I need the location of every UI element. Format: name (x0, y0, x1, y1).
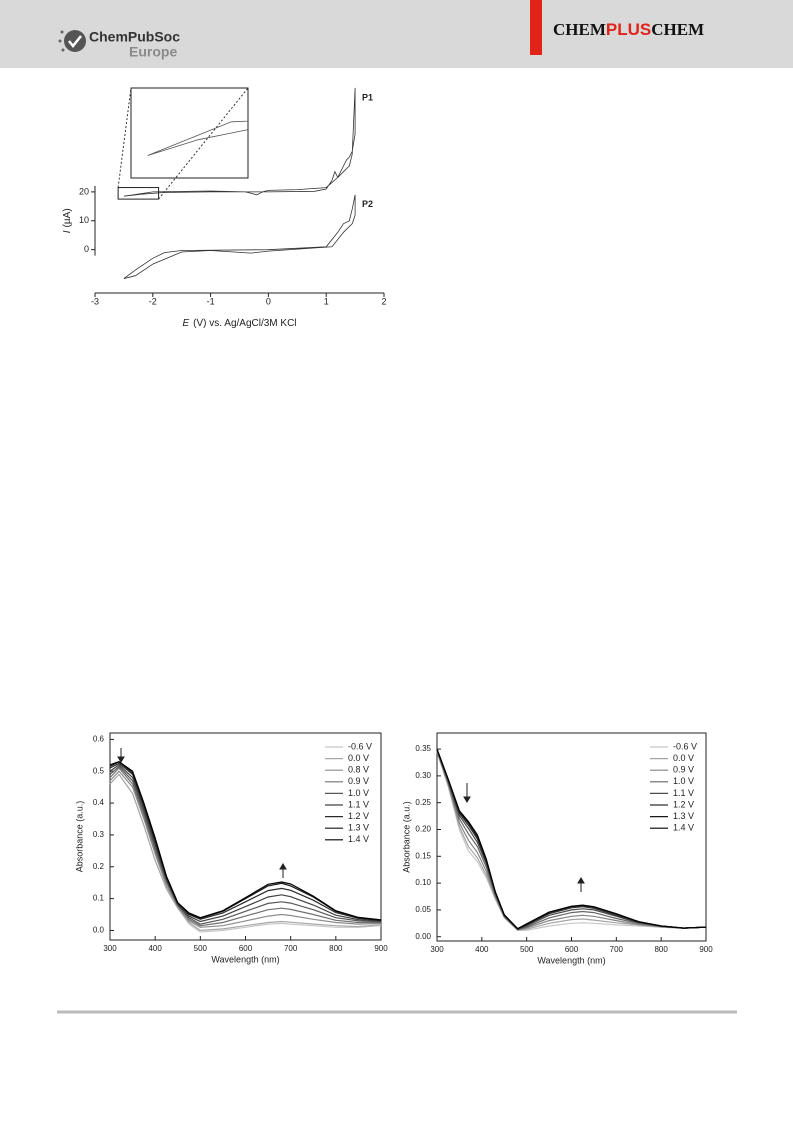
legend-label: 1.4 V (673, 823, 694, 833)
y-tick-label: 0.6 (93, 734, 105, 743)
legend-label: -0.6 V (673, 741, 697, 751)
x-tick-label: -3 (91, 296, 99, 306)
header-band (0, 0, 793, 68)
zoom-connector (117, 87, 132, 188)
y-tick-label: 0.1 (93, 894, 105, 903)
arrows (117, 748, 585, 892)
y-axis-label-part: (µA) (62, 208, 73, 227)
x-tick-label: 700 (610, 945, 624, 954)
y-tick-label: 10 (79, 215, 89, 225)
data-line (436, 748, 707, 930)
legend-label: 0.8 V (348, 765, 369, 775)
y-tick-label: 0 (84, 244, 89, 254)
legend-label: 1.1 V (348, 799, 369, 809)
x-tick-label: 2 (381, 296, 386, 306)
y-tick-label: 0.3 (93, 830, 105, 839)
data-line (109, 770, 382, 928)
inset-frame (130, 87, 249, 179)
x-tick-label: -2 (149, 296, 157, 306)
y-tick-label: 0.0 (93, 926, 105, 935)
y-tick-label: 0.5 (93, 766, 105, 775)
y-tick-label: 20 (79, 186, 89, 196)
x-tick-label: 0 (266, 296, 271, 306)
data-line (109, 773, 382, 932)
data-line (109, 761, 382, 921)
legend-label: 1.2 V (348, 811, 369, 821)
y-tick-label: 0.10 (415, 878, 431, 887)
y-tick-label: 0.05 (415, 905, 431, 914)
legend-label: 1.1 V (673, 788, 694, 798)
data-line (109, 765, 382, 925)
series-label: P1 (362, 92, 373, 102)
data-line (436, 751, 707, 931)
zoom-region (117, 187, 160, 200)
x-axis-label-part: (V) vs. Ag/AgCl/3M KCl (193, 318, 296, 329)
legend-label: 1.4 V (348, 834, 369, 844)
x-axis-label: Wavelength (nm) (537, 955, 605, 965)
data-line (436, 751, 707, 931)
x-tick-label: 500 (520, 945, 534, 954)
x-tick-label: 600 (565, 945, 579, 954)
x-axis-label-part: E (182, 318, 189, 329)
y-axis-label: I (µA) (62, 208, 73, 233)
legend-label: 1.2 V (673, 799, 694, 809)
y-tick-label: 0.25 (415, 798, 431, 807)
journal-name: CHEMPLUSCHEM (553, 20, 704, 40)
legend-label: 1.3 V (348, 823, 369, 833)
legend-label: -0.6 V (348, 741, 372, 751)
x-tick-label: 1 (324, 296, 329, 306)
x-tick-label: 800 (329, 944, 343, 953)
y-tick-label: 0.30 (415, 771, 431, 780)
journal-part: CHEM (651, 20, 704, 39)
legend-label: 1.0 V (348, 788, 369, 798)
x-tick-label: 600 (239, 944, 253, 953)
data-line (436, 749, 707, 930)
x-tick-label: 700 (284, 944, 298, 953)
legend-label: 1.0 V (673, 776, 694, 786)
x-tick-label: 400 (148, 944, 162, 953)
legend-label: 0.0 V (348, 753, 369, 763)
legend-label: 0.9 V (348, 776, 369, 786)
x-axis-label: Wavelength (nm) (211, 954, 279, 964)
x-tick-label: 300 (103, 944, 117, 953)
journal-part: CHEM (553, 20, 606, 39)
data-line (109, 767, 381, 927)
series-label: P2 (362, 199, 373, 209)
y-axis-label-part: I (62, 230, 73, 233)
y-tick-label: 0.15 (415, 851, 431, 860)
data-line (436, 751, 707, 931)
y-tick-label: 0.00 (415, 932, 431, 941)
x-tick-label: 900 (374, 944, 388, 953)
data-line (123, 194, 356, 279)
data-line (123, 87, 356, 197)
journal-bar (530, 0, 542, 55)
data-line (109, 764, 382, 923)
x-tick-label: -1 (207, 296, 215, 306)
x-axis-label: E (V) vs. Ag/AgCl/3M KCl (182, 318, 296, 329)
society-logo (58, 30, 86, 52)
y-tick-label: 0.4 (93, 798, 105, 807)
y-tick-label: 0.35 (415, 744, 431, 753)
x-tick-label: 900 (699, 945, 713, 954)
legend-label: 0.9 V (673, 765, 694, 775)
y-axis-label: Absorbance (a.u.) (74, 801, 84, 873)
society-name: ChemPubSoc (89, 29, 180, 45)
y-tick-label: 0.20 (415, 825, 431, 834)
x-tick-label: 500 (194, 944, 208, 953)
y-axis-label: Absorbance (a.u.) (401, 801, 411, 873)
x-tick-label: 400 (475, 945, 489, 954)
legend-label: 0.0 V (673, 753, 694, 763)
journal-part: PLUS (606, 20, 651, 39)
data-line (109, 773, 382, 933)
x-tick-label: 800 (654, 945, 668, 954)
legend-label: 1.3 V (673, 811, 694, 821)
society-region: Europe (129, 44, 177, 60)
y-tick-label: 0.2 (93, 862, 105, 871)
x-tick-label: 300 (430, 945, 444, 954)
